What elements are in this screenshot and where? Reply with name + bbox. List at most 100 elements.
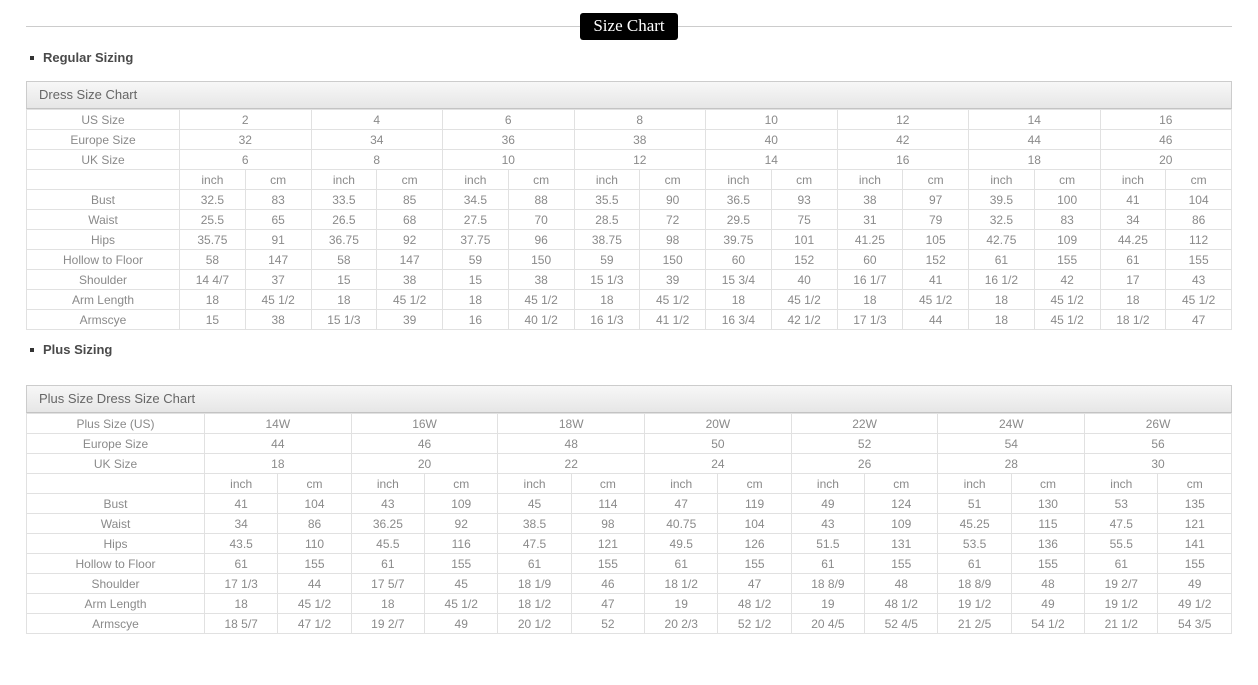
cm-value: 45 1/2 xyxy=(1165,289,1232,310)
row-label: Waist xyxy=(26,209,180,230)
cm-value: 48 1/2 xyxy=(864,593,939,614)
size-value: 40 xyxy=(705,129,838,150)
table-caption: Plus Size Dress Size Chart xyxy=(26,385,1232,413)
inch-value: 16 3/4 xyxy=(705,309,772,330)
inch-value: 61 xyxy=(1099,249,1167,270)
size-value: 22 xyxy=(497,453,646,474)
size-conversion-row: Plus Size (US) 14W 16W 18W 20W 22W 24W 26W xyxy=(26,413,1232,434)
cm-value: 155 xyxy=(1165,249,1232,270)
cm-value: 52 xyxy=(570,613,646,634)
unit-label: cm xyxy=(424,473,499,494)
size-value: 24 xyxy=(644,453,792,474)
cm-value: 44 xyxy=(902,309,969,330)
inch-value: 61 xyxy=(350,553,426,574)
inch-value: 43 xyxy=(790,513,866,534)
cm-value: 48 1/2 xyxy=(717,593,792,614)
cm-value: 45 1/2 xyxy=(244,289,312,310)
inch-value: 18 1/2 xyxy=(1099,309,1167,330)
cm-value: 49 xyxy=(424,613,499,634)
inch-value: 61 xyxy=(937,553,1012,574)
size-value: 16 xyxy=(836,149,969,170)
unit-label: cm xyxy=(1033,169,1101,190)
cm-value: 114 xyxy=(570,493,646,514)
inch-value: 58 xyxy=(310,249,378,270)
inch-value: 16 xyxy=(442,309,509,330)
cm-value: 47 xyxy=(570,593,646,614)
unit-label: cm xyxy=(376,169,443,190)
inch-value: 51.5 xyxy=(790,533,866,554)
inch-value: 45 xyxy=(497,493,572,514)
inch-value: 41 xyxy=(203,493,279,514)
cm-value: 49 xyxy=(1157,573,1232,594)
cm-value: 98 xyxy=(570,513,646,534)
row-label: Arm Length xyxy=(26,289,180,310)
cm-value: 121 xyxy=(570,533,646,554)
cm-value: 47 xyxy=(717,573,792,594)
inch-value: 61 xyxy=(790,553,866,574)
inch-value: 53 xyxy=(1084,493,1159,514)
measurement-row: Shoulder 17 1/3 44 17 5/7 45 18 1/9 46 18 1/2 47… xyxy=(26,573,1232,594)
cm-value: 48 xyxy=(1010,573,1086,594)
section-heading-label: Regular Sizing xyxy=(43,50,134,65)
inch-value: 17 1/3 xyxy=(203,573,279,594)
inch-value: 41.25 xyxy=(836,229,904,250)
cm-value: 91 xyxy=(244,229,312,250)
unit-label: cm xyxy=(639,169,706,190)
cm-value: 130 xyxy=(1010,493,1086,514)
inch-value: 15 xyxy=(310,269,378,290)
square-bullet-icon xyxy=(30,347,34,352)
row-label: Armscye xyxy=(26,613,205,634)
cm-value: 155 xyxy=(864,553,939,574)
inch-value: 18 xyxy=(442,289,509,310)
unit-label: cm xyxy=(1165,169,1232,190)
inch-value: 18 xyxy=(836,289,904,310)
inch-value: 18 1/2 xyxy=(497,593,572,614)
cm-value: 47 1/2 xyxy=(277,613,352,634)
inch-value: 20 4/5 xyxy=(790,613,866,634)
inch-value: 15 3/4 xyxy=(705,269,772,290)
cm-value: 75 xyxy=(770,209,838,230)
cm-value: 104 xyxy=(1165,189,1232,210)
inch-value: 43 xyxy=(350,493,426,514)
row-label: Waist xyxy=(26,513,205,534)
size-conversion-row: Europe Size 44 46 48 50 52 54 56 xyxy=(26,433,1232,454)
inch-value: 14 4/7 xyxy=(179,269,246,290)
unit-label: cm xyxy=(277,473,352,494)
row-label: Bust xyxy=(26,189,180,210)
inch-value: 17 1/3 xyxy=(836,309,904,330)
inch-value: 59 xyxy=(442,249,509,270)
inch-value: 20 1/2 xyxy=(497,613,572,634)
table-caption: Dress Size Chart xyxy=(26,81,1232,109)
row-label: Hips xyxy=(26,229,180,250)
cm-value: 70 xyxy=(507,209,575,230)
inch-value: 19 1/2 xyxy=(1084,593,1159,614)
inch-value: 60 xyxy=(836,249,904,270)
size-value: 28 xyxy=(937,453,1086,474)
unit-label: inch xyxy=(203,473,279,494)
row-label: Europe Size xyxy=(26,433,205,454)
cm-value: 45 1/2 xyxy=(277,593,352,614)
size-value: 36 xyxy=(442,129,575,150)
inch-value: 18 xyxy=(179,289,246,310)
inch-value: 55.5 xyxy=(1084,533,1159,554)
row-label: Shoulder xyxy=(26,573,205,594)
size-value: 6 xyxy=(179,149,312,170)
size-chart-page: Size Chart Regular Sizing Dress Size Cha… xyxy=(0,13,1258,634)
size-value: 10 xyxy=(442,149,575,170)
cm-value: 45 1/2 xyxy=(902,289,969,310)
inch-value: 45.25 xyxy=(937,513,1012,534)
measurement-row: Bust 41 104 43 109 45 114 47 119 49 124 51 130 53 135 xyxy=(26,493,1232,514)
unit-header-row: inch cm inch cm inch cm inch cm inch cm inch cm inch… xyxy=(26,473,1232,494)
cm-value: 109 xyxy=(1033,229,1101,250)
inch-value: 18 xyxy=(1099,289,1167,310)
cm-value: 141 xyxy=(1157,533,1232,554)
inch-value: 61 xyxy=(1084,553,1159,574)
inch-value: 42.75 xyxy=(968,229,1035,250)
unit-label: cm xyxy=(1010,473,1086,494)
size-value: 20 xyxy=(350,453,499,474)
measurement-row: Hollow to Floor 58 147 58 147 59 150 59 150 60 152… xyxy=(26,249,1232,270)
cm-value: 42 xyxy=(1033,269,1101,290)
cm-value: 54 3/5 xyxy=(1157,613,1232,634)
cm-value: 83 xyxy=(1033,209,1101,230)
inch-value: 18 1/2 xyxy=(644,573,719,594)
